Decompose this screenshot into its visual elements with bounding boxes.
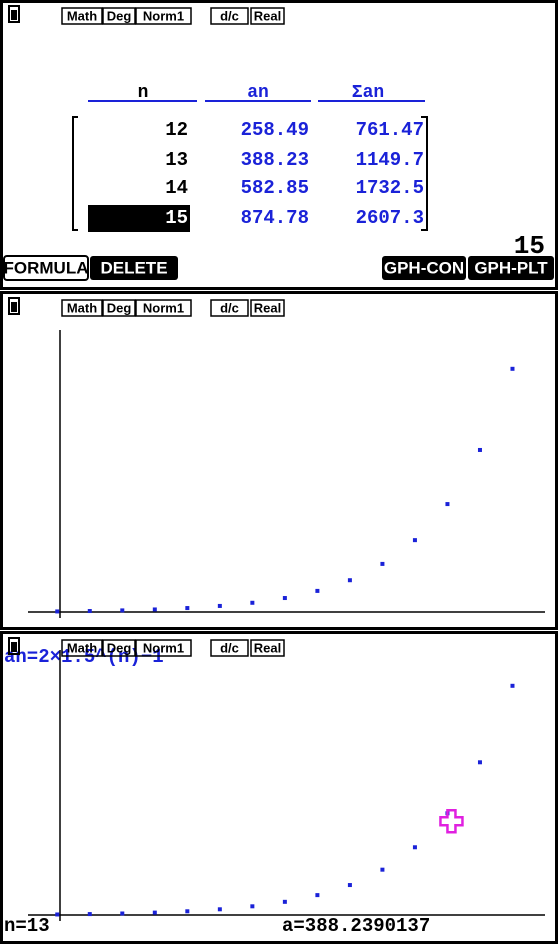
status-item: Math	[67, 300, 97, 315]
status-item: Norm1	[143, 8, 184, 23]
data-point	[88, 912, 92, 916]
data-point	[315, 893, 319, 897]
data-point	[413, 845, 417, 849]
data-point	[185, 606, 189, 610]
cell: 12	[165, 119, 188, 141]
data-point	[250, 601, 254, 605]
data-point	[283, 900, 287, 904]
data-point	[510, 684, 514, 688]
data-point	[380, 868, 384, 872]
data-point	[218, 907, 222, 911]
cell: 874.78	[241, 207, 309, 229]
cell: 14	[165, 177, 188, 199]
data-point	[250, 904, 254, 908]
fkey[interactable]: DELETE	[100, 258, 167, 277]
status-item: Norm1	[143, 640, 184, 655]
cell: 761.47	[356, 119, 424, 141]
cell: 13	[165, 149, 188, 171]
data-point	[315, 589, 319, 593]
status-item: Deg	[107, 300, 132, 315]
col-header: Σan	[352, 83, 384, 103]
col-header: n	[138, 83, 149, 103]
cell: 582.85	[241, 177, 309, 199]
status-item: d/c	[220, 300, 239, 315]
cell: 258.49	[241, 119, 309, 141]
status-item: d/c	[220, 640, 239, 655]
data-point	[348, 883, 352, 887]
data-point	[510, 367, 514, 371]
status-item: Real	[254, 640, 281, 655]
cell: 1149.7	[356, 149, 424, 171]
battery-fill	[11, 302, 17, 312]
panel-borders	[2, 2, 557, 943]
status-item: Math	[67, 8, 97, 23]
data-point	[478, 448, 482, 452]
status-item: Norm1	[143, 300, 184, 315]
fkey[interactable]: FORMULA	[4, 258, 89, 277]
status-item: Math	[67, 640, 97, 655]
data-point	[55, 912, 59, 916]
data-point	[55, 609, 59, 613]
data-point	[120, 911, 124, 915]
data-point	[120, 608, 124, 612]
cell: 1732.5	[356, 177, 424, 199]
battery-fill	[11, 642, 17, 652]
status-item: d/c	[220, 8, 239, 23]
data-point	[348, 578, 352, 582]
trace-n: n=13	[4, 915, 50, 937]
calculator-screen: n an Σan 12 258.49 761.47 13 388.23 1149.7 14 5…	[0, 0, 558, 944]
data-point	[380, 562, 384, 566]
fkey[interactable]: GPH-PLT	[474, 258, 548, 277]
cell: 15	[165, 207, 188, 229]
status-item: Real	[254, 300, 281, 315]
status-item: Real	[254, 8, 281, 23]
data-point	[218, 604, 222, 608]
data-point	[153, 911, 157, 915]
data-point	[478, 760, 482, 764]
data-point	[445, 502, 449, 506]
cell: 388.23	[241, 149, 309, 171]
status-item: Deg	[107, 640, 132, 655]
status-item: Deg	[107, 8, 132, 23]
battery-fill	[11, 10, 17, 20]
trace-cursor	[440, 810, 462, 832]
data-point	[413, 538, 417, 542]
data-point	[153, 607, 157, 611]
trace-value: a=388.2390137	[282, 915, 430, 937]
cell: 2607.3	[356, 207, 424, 229]
col-header: an	[247, 83, 269, 103]
data-point	[185, 909, 189, 913]
fkey[interactable]: GPH-CON	[384, 258, 464, 277]
data-point	[283, 596, 287, 600]
data-point	[88, 609, 92, 613]
